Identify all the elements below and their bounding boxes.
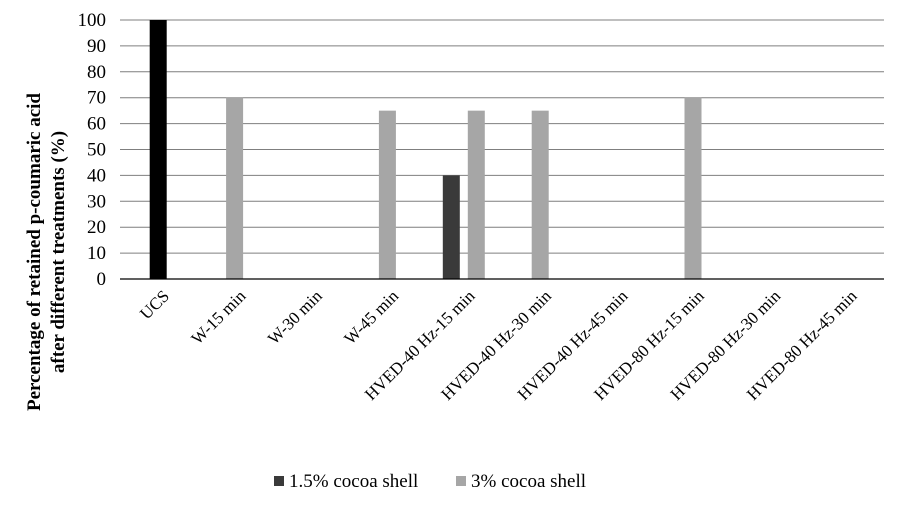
y-tick-label: 100 [78,10,107,31]
bar [149,20,167,279]
legend-swatch [274,476,284,486]
y-tick-label: 80 [87,62,106,83]
y-tick-label: 50 [87,140,106,161]
y-tick-label: 30 [87,191,106,212]
bar [467,110,485,280]
y-tick-label: 60 [87,114,106,135]
y-tick-label: 40 [87,165,106,186]
y-axis-label-line-2: after different treatments (%) [48,131,69,373]
y-tick-label: 10 [87,243,106,264]
bar [442,175,460,279]
gridlines [120,19,884,254]
x-tick-label: W-30 min [264,286,326,348]
legend-label: 1.5% cocoa shell [289,471,418,492]
bars [149,20,702,280]
y-tick-label: 0 [97,269,107,290]
bar [684,97,702,279]
x-tick-label: W-45 min [340,286,402,348]
y-tick-label: 90 [87,36,106,57]
y-tick-label: 20 [87,217,106,238]
y-axis-label-line-1: Percentage of retained p-coumaric acid [24,93,45,411]
legend-label: 3% cocoa shell [471,471,586,492]
x-tick-label: UCS [136,286,173,323]
bar [378,110,396,280]
legend-swatch [456,476,466,486]
legend: 1.5% cocoa shell 3% cocoa shell [274,471,586,492]
bar [226,97,244,279]
bar [531,110,549,280]
y-axis-tick-labels: 0 10 20 30 40 50 60 70 80 90 100 [78,10,107,290]
x-tick-label: W-15 min [188,286,250,348]
y-tick-label: 70 [87,88,106,109]
